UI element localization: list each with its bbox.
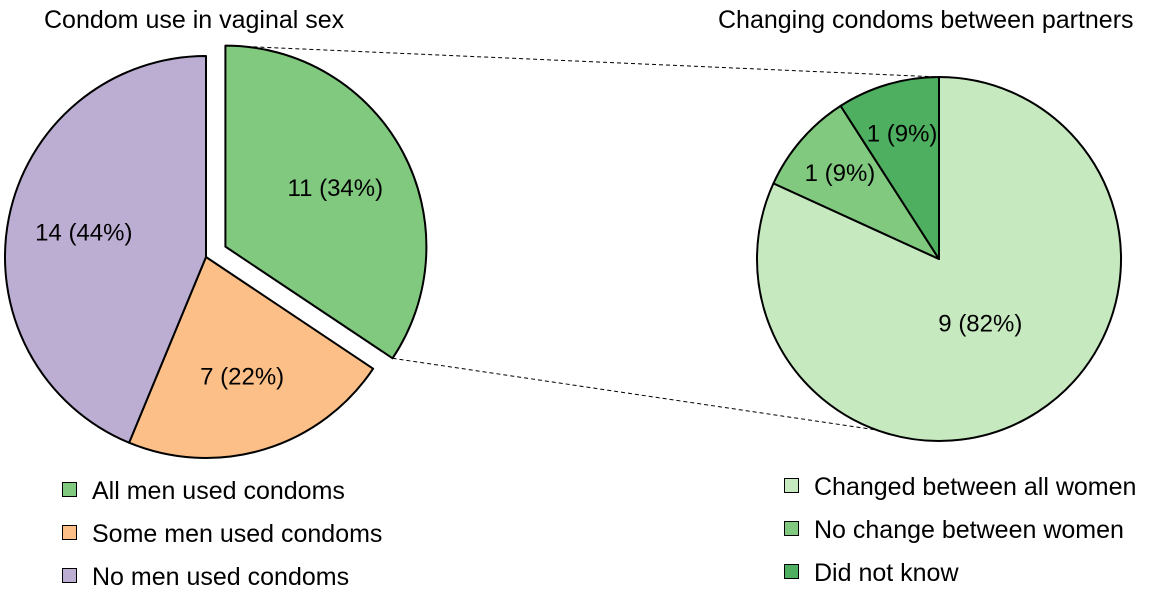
legend-label: All men used condoms [92,477,345,505]
pie-left: 11 (34%) 7 (22%) 14 (44%) [4,44,428,459]
legend-swatch [784,521,799,536]
data-label-some-men-used-condoms: 7 (22%) [200,363,284,390]
legend-swatch [784,478,799,493]
legend-swatch [784,564,799,579]
data-label-changed-between-all-women: 9 (82%) [938,310,1022,337]
legend-label: Some men used condoms [92,520,383,548]
legend-label: Changed between all women [814,473,1137,501]
pie-right: 9 (82%) 1 (9%) 1 (9%) [756,76,1122,442]
connector-line-bottom [392,357,877,431]
pie-slice-all-men-used-condoms [224,44,428,360]
data-label-no-change-between-women: 1 (9%) [805,160,876,187]
connector-line-top [225,45,940,78]
legend-label: No men used condoms [92,563,350,591]
legend-swatch [62,568,77,583]
pie-slice-no-men-used-condoms [4,55,207,444]
legend-swatch [62,482,77,497]
data-label-did-not-know: 1 (9%) [867,120,938,147]
pie-slice-no-change-between-women [772,104,940,260]
data-label-all-men-used-condoms: 11 (34%) [288,175,384,202]
pie-slice-changed-between-all-women [756,76,1122,442]
legend-swatch [62,525,77,540]
pie-slice-some-men-used-condoms [128,256,375,459]
left-chart-title: Condom use in vaginal sex [44,6,345,34]
right-chart-title: Changing condoms between partners [718,6,1134,34]
legend-label: No change between women [814,516,1124,544]
data-label-no-men-used-condoms: 14 (44%) [35,220,132,247]
legend-label: Did not know [814,559,959,587]
